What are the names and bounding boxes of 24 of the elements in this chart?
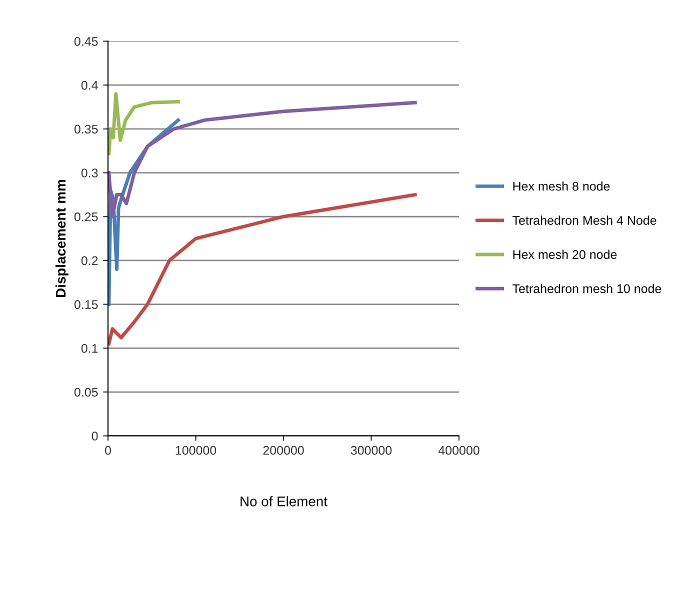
x-tick-label: 300000: [350, 446, 392, 455]
y-tick-label: 0.25: [74, 212, 98, 222]
y-tick-label: 0.35: [74, 124, 98, 134]
legend-label: Hex mesh 8 node: [513, 181, 610, 191]
line-series: [108, 192, 417, 346]
y-tick-label: 0: [92, 432, 98, 441]
legend-label: Tetrahedron mesh 10 node: [512, 284, 662, 294]
x-tick-label: 100000: [176, 446, 216, 455]
legend-label: Hex mesh 20 node: [513, 250, 617, 259]
x-tick-label: 200000: [263, 446, 304, 455]
line-series: [108, 92, 180, 156]
y-axis-title: Displacement mm: [55, 180, 68, 298]
y-tick-label: 0.1: [81, 344, 98, 353]
x-axis-title: No of Element: [240, 496, 328, 506]
y-tick-label: 0.15: [74, 300, 98, 309]
x-tick-label: 400000: [438, 446, 480, 455]
y-tick-label: 0.45: [74, 37, 98, 46]
y-tick-label: 0.05: [74, 388, 98, 397]
legend-label: Tetrahedron Mesh 4 Node: [512, 216, 656, 225]
y-tick-label: 0.3: [81, 168, 98, 178]
x-tick-label: 0: [105, 446, 111, 455]
y-tick-label: 0.4: [81, 80, 98, 90]
line-series: [108, 100, 417, 218]
y-tick-label: 0.2: [81, 256, 98, 266]
